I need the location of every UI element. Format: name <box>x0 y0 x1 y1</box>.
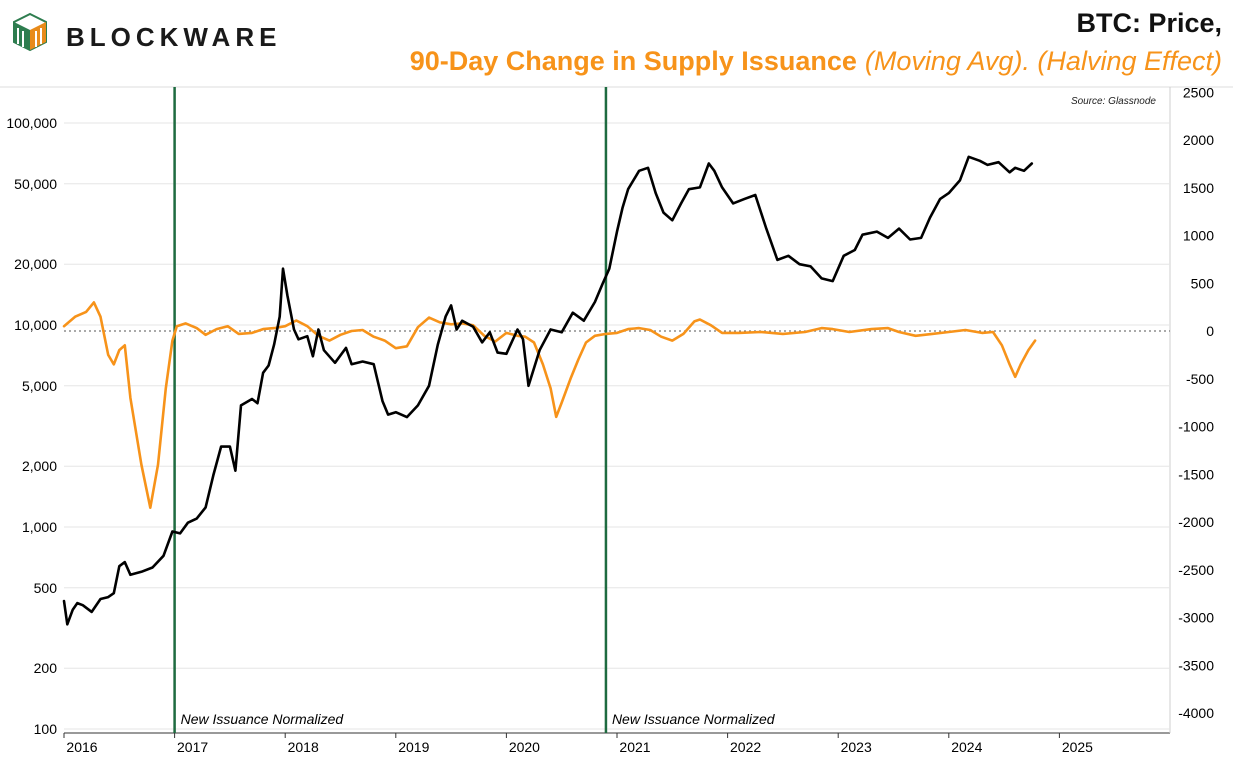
left-tick-label: 500 <box>34 580 58 596</box>
right-tick-label: -3000 <box>1178 610 1214 626</box>
right-tick-label: 2000 <box>1183 132 1214 148</box>
right-tick-label: -4000 <box>1178 705 1214 721</box>
left-tick-label: 1,000 <box>22 519 57 535</box>
x-tick-label: 2016 <box>66 739 97 755</box>
right-tick-label: -500 <box>1186 371 1214 387</box>
annotation-label: New Issuance Normalized <box>181 711 345 727</box>
series <box>62 155 1037 626</box>
blockware-logo-icon <box>13 12 47 52</box>
price-series-line <box>62 155 1034 626</box>
annotations: New Issuance Normalized New Issuance Norm… <box>181 711 776 727</box>
source-label: Source: Glassnode <box>1071 96 1156 107</box>
x-tick-label: 2020 <box>509 739 540 755</box>
chart-title: BTC: Price, <box>1076 8 1222 38</box>
x-tick-label: 2022 <box>730 739 761 755</box>
brand-name: BLOCKWARE <box>66 22 281 52</box>
right-tick-label: -1000 <box>1178 419 1214 435</box>
left-tick-label: 20,000 <box>14 256 57 272</box>
right-tick-label: 1000 <box>1183 228 1214 244</box>
right-tick-label: 1500 <box>1183 180 1214 196</box>
right-tick-label: -1500 <box>1178 466 1214 482</box>
x-tick-label: 2023 <box>841 739 872 755</box>
subtitle-italic: (Moving Avg). (Halving Effect) <box>865 46 1222 76</box>
left-axis-ticks: 100 200 500 1,000 2,000 5,000 10,000 20,000 50,0… <box>6 115 57 737</box>
right-tick-label: 2500 <box>1183 84 1214 100</box>
x-tick-label: 2018 <box>288 739 319 755</box>
right-axis-ticks: 2500 2000 1500 1000 500 0 -500 -1000 -1500 -2000 -… <box>1178 84 1214 721</box>
left-tick-label: 200 <box>34 660 58 676</box>
left-tick-label: 100,000 <box>6 115 57 131</box>
annotation-label: New Issuance Normalized <box>612 711 776 727</box>
right-tick-label: -2500 <box>1178 562 1214 578</box>
vertical-lines <box>173 87 608 733</box>
chart-subtitle: 90-Day Change in Supply Issuance (Moving … <box>410 46 1222 76</box>
x-tick-label: 2019 <box>398 739 429 755</box>
x-tick-label: 2017 <box>177 739 208 755</box>
right-tick-label: 0 <box>1206 323 1214 339</box>
left-tick-label: 100 <box>34 721 58 737</box>
x-tick-label: 2024 <box>951 739 982 755</box>
left-tick-label: 5,000 <box>22 378 57 394</box>
left-tick-label: 2,000 <box>22 458 57 474</box>
left-tick-label: 50,000 <box>14 176 57 192</box>
right-tick-label: -2000 <box>1178 514 1214 530</box>
right-tick-label: -3500 <box>1178 657 1214 673</box>
subtitle-main: 90-Day Change in Supply Issuance <box>410 46 857 76</box>
grid <box>64 122 1170 730</box>
issuance-series-line <box>62 301 1037 509</box>
right-tick-label: 500 <box>1191 275 1215 291</box>
x-tick-label: 2021 <box>619 739 650 755</box>
left-tick-label: 10,000 <box>14 317 57 333</box>
x-axis-ticks: 2016 2017 2018 2019 2020 2021 2022 2023 2024 2025 <box>63 733 1093 755</box>
x-tick-label: 2025 <box>1062 739 1093 755</box>
